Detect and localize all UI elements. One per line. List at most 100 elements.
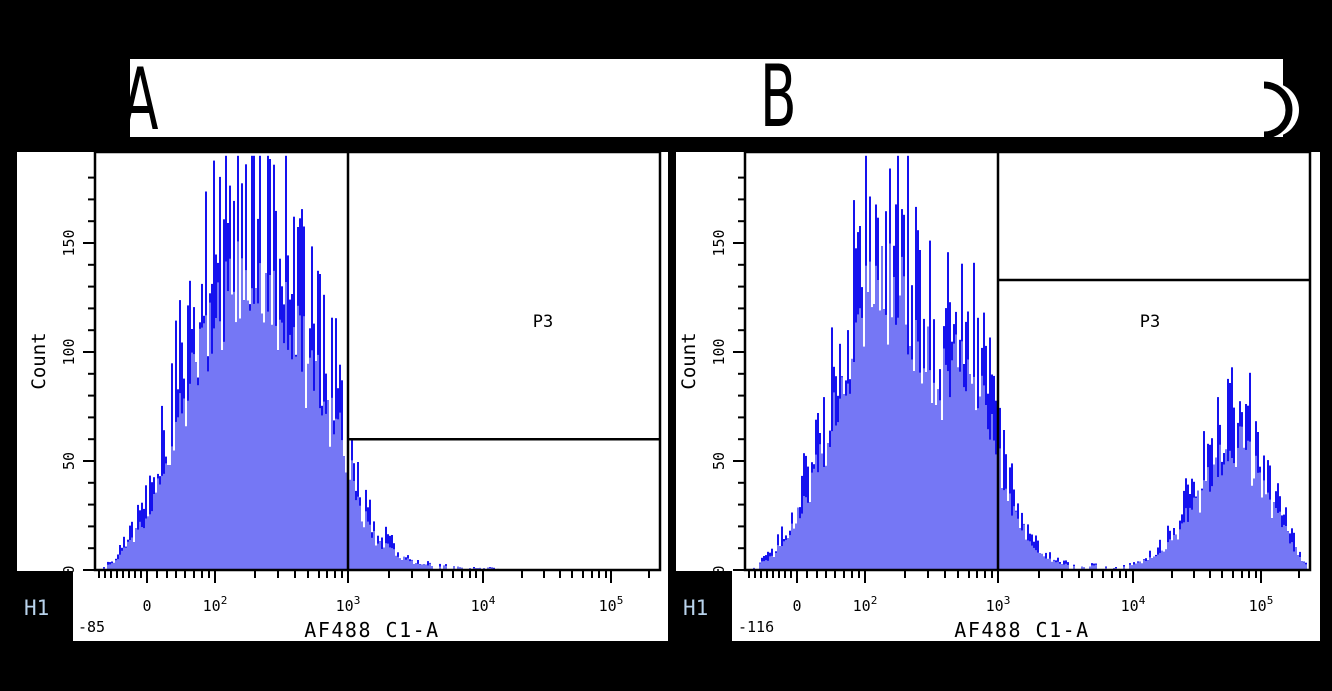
histogram-fill-bin [211,353,213,570]
histogram-fill-bin [373,531,375,570]
histogram-fill-bin [1141,563,1143,570]
histogram-fill-bin [793,528,795,570]
histogram-fill-bin [905,324,907,570]
histogram-fill-bin [263,322,265,570]
histogram-fill-bin [1135,563,1137,570]
histogram-fill-bin [773,557,775,570]
histogram-fill-bin [955,334,957,570]
plot-id-label: H1 [683,596,708,620]
histogram-fill-bin [1269,499,1271,570]
histogram-fill-bin [119,554,121,570]
histogram-fill-bin [855,322,857,570]
histogram-fill-bin [939,400,941,570]
histogram-fill-bin [395,555,397,570]
histogram-fill-bin [155,492,157,570]
histogram-fill-bin [1159,552,1161,570]
histogram-fill-bin [959,371,961,570]
histogram-fill-bin [257,303,259,570]
histogram-fill-bin [289,334,291,570]
histogram-fill-bin [763,561,765,570]
cropped-letter-arc [1263,81,1293,139]
histogram-fill-bin [865,265,867,570]
histogram-fill-bin [123,547,125,570]
histogram-fill-bin [1193,497,1195,570]
histogram-fill-bin [1213,464,1215,570]
histogram-fill-bin [863,346,865,570]
histogram-fill-bin [825,465,827,570]
histogram-fill-bin [919,372,921,570]
histogram-fill-bin [453,566,455,570]
histogram-fill-bin [1169,539,1171,570]
histogram-fill-bin [1301,561,1303,570]
histogram-fill-bin [1145,561,1147,570]
panel-a: 0 50 100 150 0 102 103 104 105 Count AF488 C1-A -85… [17,150,668,642]
histogram-fill-bin [847,383,849,570]
histogram-fill-bin [885,314,887,570]
histogram-fill-bin [253,303,255,570]
histogram-fill-bin [305,408,307,570]
histogram-fill-bin [419,564,421,570]
histogram-fill-bin [891,317,893,570]
histogram-fill-bin [285,282,287,570]
histogram-fill-bin [127,541,129,570]
x-tick-label: 105 [1249,594,1274,615]
histogram-fill-bin [815,454,817,570]
histogram-fill-bin [857,314,859,570]
histogram-fill-bin [1081,566,1083,570]
histogram-fill-bin [759,563,761,570]
histogram-fill-bin [1055,562,1057,570]
histogram-fill-bin [193,354,195,570]
histogram-fill-bin [161,475,163,570]
histogram-fill-bin [813,468,815,570]
histogram-fill-bin [1203,480,1205,570]
histogram-fill-bin [1221,475,1223,570]
title-band [130,59,1299,139]
histogram-fill-bin [767,560,769,570]
histogram-fill-bin [817,472,819,570]
histogram-fill-bin [1259,472,1261,570]
histogram-fill-bin [225,261,227,570]
histogram-fill-bin [807,502,809,570]
histogram-fill-bin [1143,560,1145,570]
histogram-fill-bin [971,383,973,570]
histogram-fill-bin [1185,508,1187,570]
histogram-fill-bin [861,317,863,570]
histogram-fill-bin [909,346,911,570]
histogram-fill-bin [271,324,273,570]
histogram-fill-bin [145,518,147,570]
histogram-fill-bin [309,357,311,570]
histogram-fill-bin [947,371,949,570]
histogram-fill-bin [231,294,233,570]
histogram-fill-bin [819,444,821,570]
histogram-fill-bin [881,246,883,570]
histogram-fill-bin [333,434,335,570]
histogram-fill-bin [135,528,137,570]
histogram-fill-bin [993,440,995,570]
histogram-fill-bin [365,511,367,570]
histogram-fill-bin [283,343,285,570]
histogram-fill-bin [1149,557,1151,570]
histogram-fill-bin [137,529,139,570]
y-tick-label: 150 [60,229,78,256]
histogram-fill-bin [273,270,275,570]
histogram-fill-bin [259,263,261,570]
histogram-fill-bin [1053,560,1055,570]
gate-label: P3 [1140,312,1160,332]
histogram-fill-bin [987,429,989,570]
histogram-fill-bin [403,556,405,570]
histogram-fill-bin [1299,557,1301,570]
histogram-fill-bin [931,403,933,570]
histogram-fill-bin [809,502,811,570]
histogram-fill-bin [411,560,413,570]
histogram-fill-bin [1183,522,1185,570]
histogram-fill-bin [1139,561,1141,570]
histogram-fill-bin [967,359,969,570]
histogram-fill-bin [199,328,201,570]
histogram-fill-bin [189,383,191,570]
histogram-fill-bin [445,565,447,570]
histogram-fill-bin [267,311,269,570]
histogram-fill-bin [111,563,113,570]
histogram-fill-bin [319,408,321,570]
histogram-fill-bin [405,559,407,570]
histogram-fill-bin [951,360,953,570]
